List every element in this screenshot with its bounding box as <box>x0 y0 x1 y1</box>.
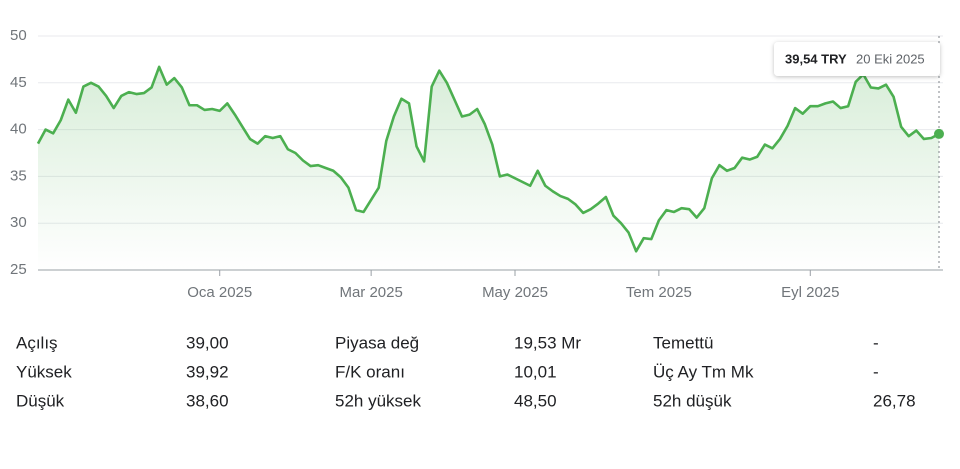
stat-label: Yüksek <box>16 362 72 381</box>
stat-value: 26,78 <box>873 391 916 410</box>
y-tick-label: 35 <box>10 167 27 184</box>
x-tick-label: Eyl 2025 <box>781 284 839 301</box>
y-tick-label: 30 <box>10 214 27 231</box>
line <box>36 65 940 253</box>
tooltip-price: 39,54 TRY <box>785 51 847 66</box>
x-tick-label: Mar 2025 <box>339 284 402 301</box>
tooltip-date: 20 Eki 2025 <box>856 51 925 66</box>
stat-value: - <box>873 333 879 352</box>
x-tick-label: May 2025 <box>482 284 548 301</box>
stat-label: Düşük <box>16 391 65 410</box>
y-tick-label: 40 <box>10 121 27 138</box>
stat-value: 39,92 <box>186 362 229 381</box>
tooltip-box <box>774 42 940 76</box>
tooltip: 39,54 TRY 20 Eki 2025 <box>774 42 940 76</box>
stat-label: Açılış <box>16 333 58 352</box>
stat-label: Temettü <box>653 333 713 352</box>
area <box>38 66 939 270</box>
stat-value: 10,01 <box>514 362 557 381</box>
stat-value: 19,53 Mr <box>514 333 581 352</box>
stat-label: 52h düşük <box>653 391 732 410</box>
stat-label: Piyasa değ <box>335 333 419 352</box>
stat-label: F/K oranı <box>335 362 405 381</box>
stat-value: 39,00 <box>186 333 229 352</box>
stat-label: Üç Ay Tm Mk <box>653 362 754 381</box>
stat-label: 52h yüksek <box>335 391 421 410</box>
y-tick-label: 50 <box>10 27 27 44</box>
x-tick-label: Tem 2025 <box>626 284 692 301</box>
y-tick-label: 25 <box>10 261 27 278</box>
end-point <box>934 128 944 139</box>
stat-value: 38,60 <box>186 391 229 410</box>
x-tick-label: Oca 2025 <box>187 284 252 301</box>
stat-value: - <box>873 362 879 381</box>
y-tick-label: 45 <box>10 74 27 91</box>
stat-value: 48,50 <box>514 391 557 410</box>
